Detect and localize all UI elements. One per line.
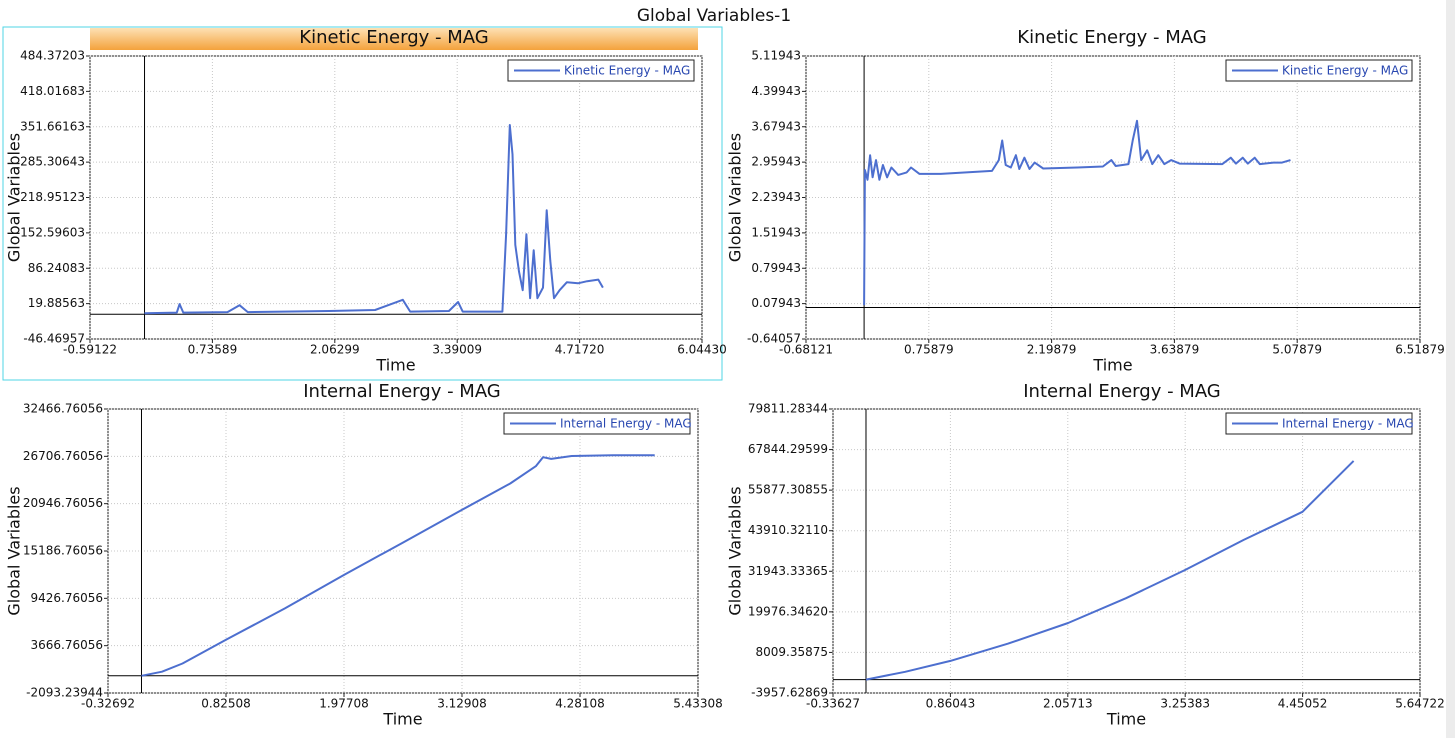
- y-tick-label: 3.67943: [751, 119, 801, 133]
- x-tick-label: 4.71720: [555, 343, 605, 357]
- y-tick-label: 20946.76056: [23, 496, 103, 510]
- legend-box: [1225, 412, 1413, 435]
- x-tick-label: 5.43308: [673, 697, 723, 711]
- y-tick-label: 8009.35875: [755, 645, 828, 659]
- data-line: [141, 454, 655, 677]
- y-tick-label: 218.95123: [20, 190, 85, 204]
- y-tick-label: 351.66163: [20, 119, 85, 133]
- selected-panel: [2, 26, 723, 381]
- chart-title: Kinetic Energy - MAG: [1017, 27, 1206, 48]
- y-tick-label: 55877.30855: [748, 483, 828, 497]
- y-axis-label: Global Variables: [5, 133, 24, 262]
- x-tick-label: 1.97708: [319, 697, 369, 711]
- y-tick-label: 26706.76056: [23, 449, 103, 463]
- x-tick-label: 4.28108: [555, 697, 605, 711]
- x-axis-label: Time: [1092, 356, 1132, 375]
- data-line: [144, 124, 604, 315]
- x-tick-label: 3.63879: [1150, 343, 1200, 357]
- x-tick-label: 2.19879: [1027, 343, 1077, 357]
- x-tick-label: 0.73589: [188, 343, 238, 357]
- x-tick-label: 0.86043: [926, 697, 976, 711]
- y-tick-label: 32466.76056: [23, 402, 103, 416]
- x-tick-label: 4.45052: [1278, 697, 1328, 711]
- y-tick-label: 484.37203: [20, 49, 85, 63]
- y-tick-label: 31943.33365: [748, 564, 828, 578]
- y-tick-label: 15186.76056: [23, 544, 103, 558]
- active-title-bar: [90, 28, 698, 50]
- y-tick-label: 4.39943: [751, 84, 801, 98]
- x-tick-label: -0.68121: [779, 343, 833, 357]
- y-tick-label: 5.11943: [751, 49, 801, 63]
- chart-title: Kinetic Energy - MAG: [299, 27, 488, 48]
- y-tick-label: 9426.76056: [30, 591, 103, 605]
- y-tick-label: 418.01683: [20, 84, 85, 98]
- x-tick-label: 3.12908: [437, 697, 487, 711]
- y-tick-label: -2093.23944: [26, 686, 103, 700]
- x-tick-label: 5.07879: [1272, 343, 1322, 357]
- x-tick-label: 5.64722: [1395, 697, 1445, 711]
- x-tick-label: 2.06299: [310, 343, 360, 357]
- x-tick-label: 6.04430: [677, 343, 727, 357]
- x-tick-label: 3.25383: [1160, 697, 1210, 711]
- legend-label: Kinetic Energy - MAG: [564, 64, 690, 78]
- y-tick-label: 3666.76056: [30, 638, 103, 652]
- x-axis-label: Time: [375, 356, 415, 375]
- legend-box: [503, 412, 691, 435]
- legend-box: [1225, 59, 1413, 82]
- scrollbar[interactable]: [1446, 0, 1455, 738]
- legend-box: [507, 59, 695, 82]
- legend-label: Kinetic Energy - MAG: [1282, 64, 1408, 78]
- x-tick-label: 0.75879: [904, 343, 954, 357]
- data-line: [863, 119, 1291, 306]
- x-tick-label: 6.51879: [1395, 343, 1445, 357]
- y-tick-label: 1.51943: [751, 225, 801, 239]
- y-tick-label: 86.24083: [28, 261, 85, 275]
- x-tick-label: 3.39009: [432, 343, 482, 357]
- y-tick-label: 67844.29599: [748, 442, 828, 456]
- x-tick-label: -0.33627: [806, 697, 860, 711]
- x-tick-label: -0.59122: [63, 343, 117, 357]
- y-tick-label: 2.95943: [751, 155, 801, 169]
- y-tick-label: -0.64057: [747, 332, 801, 346]
- x-axis-label: Time: [1106, 710, 1146, 729]
- y-axis-label: Global Variables: [726, 133, 745, 262]
- y-tick-label: 285.30643: [20, 155, 85, 169]
- plot-area: [832, 408, 1421, 694]
- data-line: [865, 460, 1355, 681]
- x-tick-label: -0.32692: [81, 697, 135, 711]
- x-tick-label: 0.82508: [201, 697, 251, 711]
- y-tick-label: 19976.34620: [748, 604, 828, 618]
- y-tick-label: 2.23943: [751, 190, 801, 204]
- chart-title: Internal Energy - MAG: [303, 381, 501, 402]
- y-tick-label: -46.46957: [23, 332, 85, 346]
- legend-label: Internal Energy - MAG: [560, 417, 692, 431]
- x-axis-label: Time: [382, 710, 422, 729]
- y-axis-label: Global Variables: [726, 486, 745, 615]
- y-tick-label: 43910.32110: [748, 523, 828, 537]
- x-tick-label: 2.05713: [1043, 697, 1093, 711]
- window-title: Global Variables-1: [637, 6, 791, 26]
- y-tick-label: 79811.28344: [748, 402, 828, 416]
- y-tick-label: -3957.62869: [751, 686, 828, 700]
- legend-label: Internal Energy - MAG: [1282, 417, 1414, 431]
- y-tick-label: 0.79943: [751, 261, 801, 275]
- chart-title: Internal Energy - MAG: [1023, 381, 1221, 402]
- y-tick-label: 0.07943: [751, 296, 801, 310]
- y-axis-label: Global Variables: [5, 486, 24, 615]
- y-tick-label: 19.88563: [28, 296, 85, 310]
- y-tick-label: 152.59603: [20, 225, 85, 239]
